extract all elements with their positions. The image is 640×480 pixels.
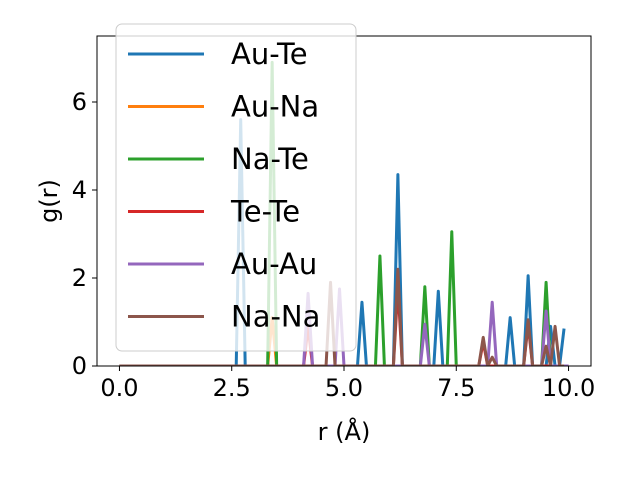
y-axis: 0 2 4 6 [72,88,97,380]
y-tick-label: 6 [72,88,87,116]
y-tick-label: 2 [72,264,87,292]
legend-label: Na-Te [231,142,309,176]
y-axis-label: g(r) [35,179,63,223]
legend-label: Te-Te [230,195,300,229]
x-tick-label: 5.0 [325,374,363,402]
legend-label: Au-Na [231,90,319,124]
x-tick-label: 2.5 [213,374,251,402]
legend: Au-Te Au-Na Na-Te Te-Te Au-Au Na-Na [115,23,357,352]
x-axis: 0.0 2.5 5.0 7.5 10.0 [100,366,595,402]
legend-label: Au-Te [231,37,308,71]
x-tick-label: 7.5 [437,374,475,402]
series-line-au-te [119,118,566,366]
legend-label: Au-Au [231,247,317,281]
x-axis-label: r (Å) [318,417,371,446]
series-line-na-na [119,267,565,366]
y-tick-label: 0 [72,352,87,380]
x-tick-label: 10.0 [542,374,595,402]
x-tick-label: 0.0 [100,374,138,402]
y-tick-label: 4 [72,176,87,204]
legend-label: Na-Na [231,300,320,334]
